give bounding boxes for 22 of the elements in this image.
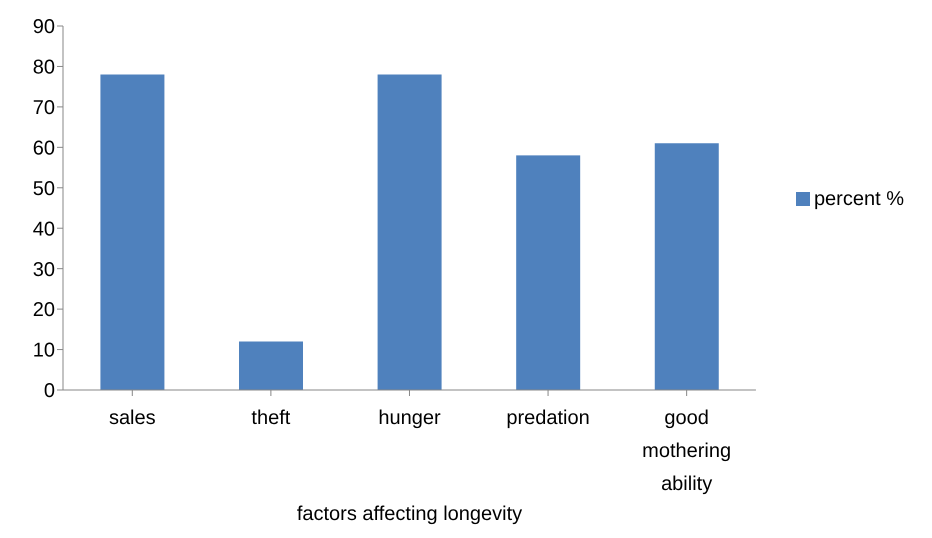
bar: [239, 341, 304, 390]
legend-label: percent %: [814, 188, 904, 210]
bar: [378, 74, 442, 390]
y-tick-label: 20: [32, 299, 55, 322]
x-axis-title: factors affecting longevity: [296, 503, 522, 525]
y-tick-label: 40: [32, 218, 55, 240]
bar: [516, 155, 580, 390]
bar: [654, 143, 719, 390]
bar: [100, 74, 164, 390]
x-tick-label: good mothering ability: [642, 407, 732, 495]
y-tick-label: 80: [32, 56, 55, 79]
y-tick-label: 50: [32, 178, 55, 200]
y-tick-label: 70: [32, 96, 55, 119]
y-tick-label: 90: [32, 16, 55, 38]
y-tick-label: 60: [32, 137, 55, 160]
y-tick-label: 30: [32, 258, 55, 281]
x-tick-label: sales: [108, 407, 156, 429]
x-tick-label: hunger: [378, 407, 441, 429]
x-tick-label: theft: [251, 407, 291, 429]
y-tick-label: 10: [32, 340, 55, 362]
y-tick-label: 0: [44, 380, 55, 402]
x-tick-label: predation: [506, 407, 590, 429]
